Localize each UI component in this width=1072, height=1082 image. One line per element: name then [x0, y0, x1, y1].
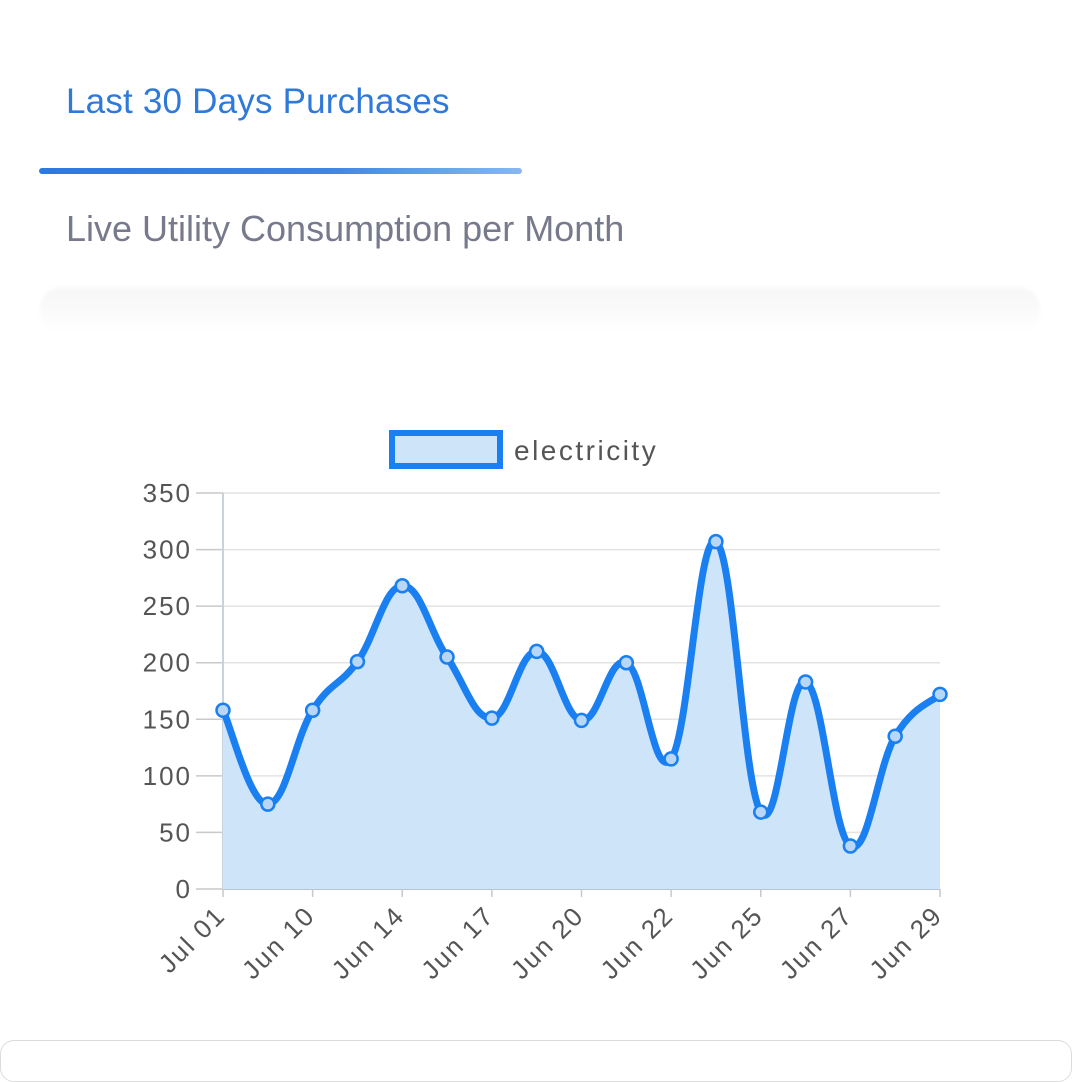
y-tick-label: 350 [143, 478, 192, 508]
x-tick-label: Jun 14 [326, 900, 411, 985]
y-tick-label: 0 [176, 874, 192, 904]
x-tick-label: Jun 25 [684, 900, 769, 985]
electricity-data-point [528, 643, 545, 660]
y-tick-label: 150 [143, 704, 192, 734]
chart-legend: electricity [389, 430, 658, 469]
electricity-data-point [439, 649, 455, 665]
electricity-data-point [394, 578, 410, 594]
card-shadow-divider [40, 288, 1040, 334]
electricity-data-point [618, 654, 635, 671]
legend-label: electricity [514, 435, 658, 466]
electricity-data-point [349, 653, 366, 670]
electricity-data-point [797, 674, 814, 690]
electricity-data-point [484, 710, 500, 726]
electricity-data-point [663, 751, 679, 767]
x-tick-label: Jun 20 [505, 900, 590, 985]
electricity-data-point [260, 796, 276, 812]
y-tick-label: 250 [143, 591, 192, 621]
active-tab-indicator [39, 168, 522, 174]
x-tick-label: Jun 29 [863, 900, 948, 985]
electricity-data-point [842, 838, 859, 854]
y-tick-label: 50 [159, 817, 192, 847]
electricity-data-point [753, 804, 769, 820]
x-tick-label: Jun 22 [594, 900, 679, 985]
chart-series [215, 533, 948, 889]
electricity-data-point [304, 702, 321, 718]
electricity-area-fill [223, 541, 940, 889]
y-tick-label: 200 [143, 648, 192, 678]
x-tick-label: Jul 01 [152, 900, 231, 979]
y-tick-label: 100 [143, 761, 192, 791]
tab-last-30-days-purchases[interactable]: Last 30 Days Purchases [66, 82, 450, 121]
electricity-data-point [215, 702, 231, 718]
legend-swatch [389, 430, 503, 469]
chart-section-subtitle: Live Utility Consumption per Month [66, 208, 625, 249]
electricity-data-point [932, 686, 948, 703]
next-card-edge [0, 1040, 1072, 1082]
electricity-data-point [887, 728, 903, 745]
electricity-data-point [708, 533, 724, 550]
electricity-data-point [573, 712, 590, 729]
y-tick-label: 300 [143, 535, 192, 565]
x-tick-label: Jun 10 [236, 900, 321, 985]
x-tick-label: Jun 17 [415, 900, 500, 985]
x-tick-label: Jun 27 [774, 900, 859, 985]
